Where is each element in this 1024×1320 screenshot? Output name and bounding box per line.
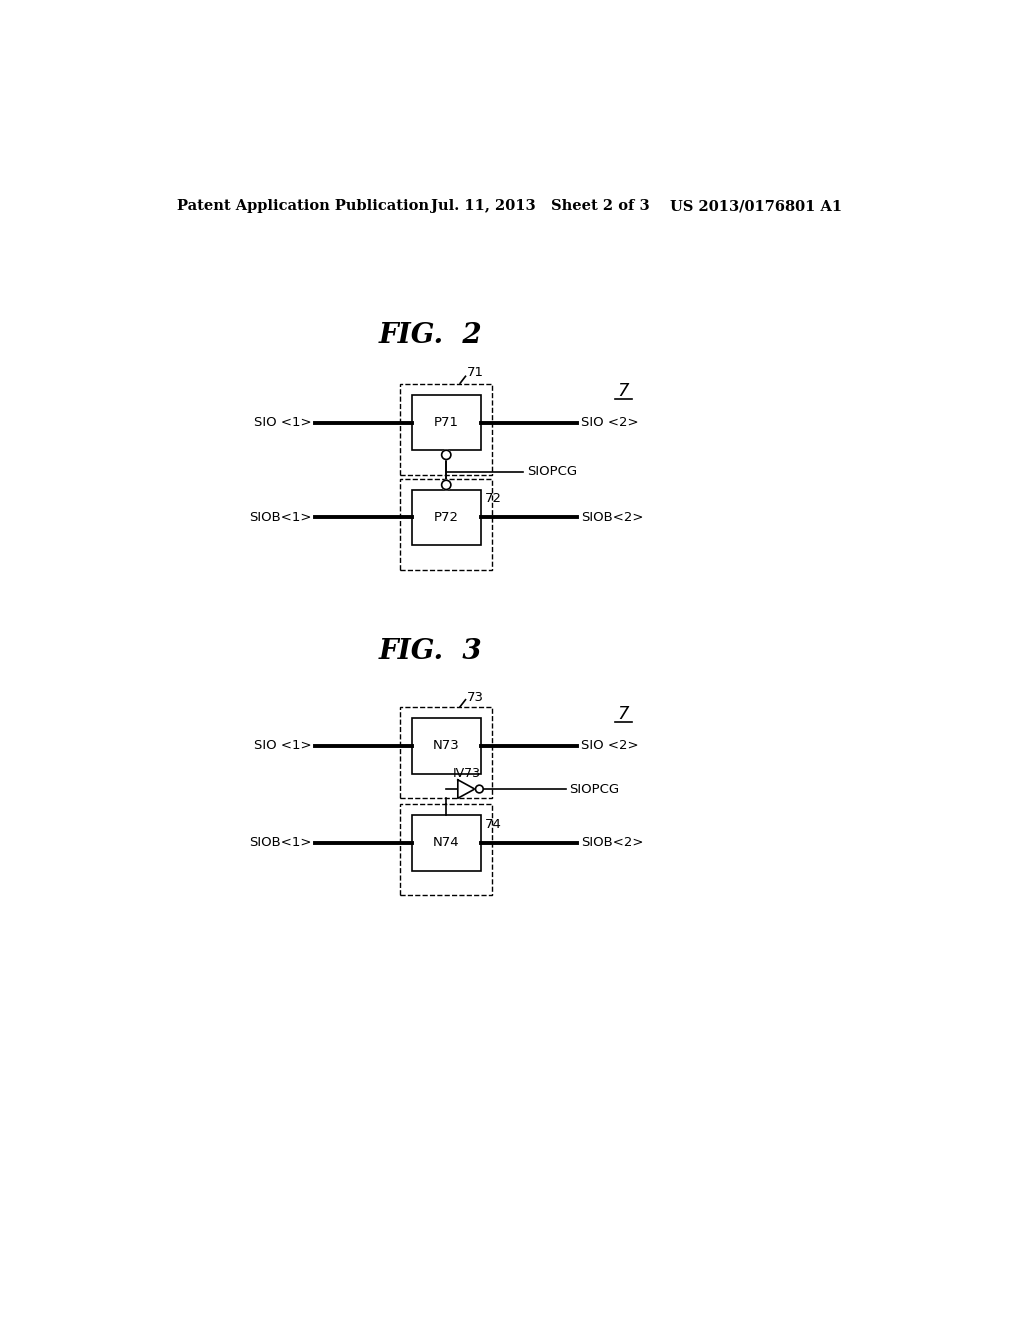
Text: P71: P71 xyxy=(434,416,459,429)
Text: N74: N74 xyxy=(433,837,460,850)
Circle shape xyxy=(475,785,483,793)
Text: SIO <1>: SIO <1> xyxy=(254,739,311,752)
Text: Jul. 11, 2013   Sheet 2 of 3: Jul. 11, 2013 Sheet 2 of 3 xyxy=(431,199,649,213)
Text: SIOPCG: SIOPCG xyxy=(569,783,620,796)
Text: SIO <2>: SIO <2> xyxy=(581,739,639,752)
Text: FIG.  2: FIG. 2 xyxy=(379,322,482,348)
Bar xyxy=(412,395,481,450)
Text: SIOB<1>: SIOB<1> xyxy=(249,837,311,850)
Text: 71: 71 xyxy=(467,366,484,379)
Bar xyxy=(400,804,493,895)
Text: N73: N73 xyxy=(433,739,460,752)
Bar xyxy=(400,479,493,570)
Text: 72: 72 xyxy=(484,492,502,506)
Bar xyxy=(400,384,493,475)
Text: 73: 73 xyxy=(467,690,484,704)
Text: SIO <1>: SIO <1> xyxy=(254,416,311,429)
Text: 74: 74 xyxy=(484,818,502,832)
Text: SIOPCG: SIOPCG xyxy=(527,465,578,478)
Text: P72: P72 xyxy=(434,511,459,524)
Circle shape xyxy=(441,450,451,459)
Text: SIOB<2>: SIOB<2> xyxy=(581,511,643,524)
Text: IV73: IV73 xyxy=(453,767,480,780)
Bar xyxy=(400,708,493,799)
Text: SIOB<1>: SIOB<1> xyxy=(249,511,311,524)
Bar xyxy=(412,816,481,871)
Text: SIO <2>: SIO <2> xyxy=(581,416,639,429)
Text: SIOB<2>: SIOB<2> xyxy=(581,837,643,850)
Text: FIG.  3: FIG. 3 xyxy=(379,638,482,665)
Circle shape xyxy=(441,480,451,490)
Bar xyxy=(412,490,481,545)
Polygon shape xyxy=(458,780,475,799)
Text: Patent Application Publication: Patent Application Publication xyxy=(177,199,429,213)
Text: 7: 7 xyxy=(617,381,629,400)
Text: US 2013/0176801 A1: US 2013/0176801 A1 xyxy=(670,199,842,213)
Text: 7: 7 xyxy=(617,705,629,723)
Bar xyxy=(412,718,481,774)
